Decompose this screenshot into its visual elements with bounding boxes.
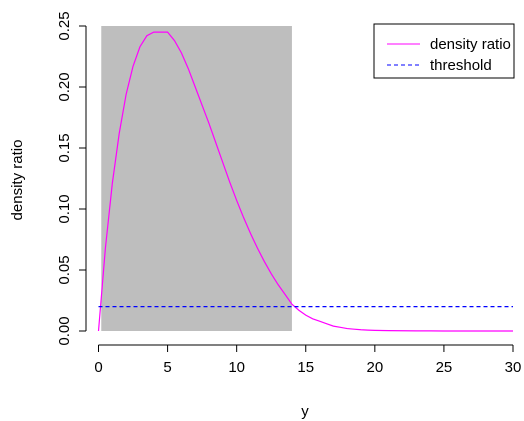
x-tick-label: 0 [94,359,102,376]
x-tick-label: 15 [297,359,314,376]
x-axis-title: y [301,403,309,420]
y-tick-label: 0.25 [56,11,73,40]
x-tick-label: 10 [228,359,245,376]
x-tick-label: 5 [163,359,171,376]
x-tick-label: 25 [436,359,453,376]
legend-label-density-ratio: density ratio [430,36,511,53]
legend-box [373,23,515,79]
shaded-region [101,26,292,331]
y-tick-label: 0.05 [56,255,73,284]
x-tick-label: 30 [505,359,522,376]
series-layer [97,31,513,332]
y-tick-label: 0.00 [56,316,73,345]
legend: density ratio threshold [373,23,515,79]
y-tick-label: 0.10 [56,194,73,223]
y-axis: 0.00 0.05 0.10 0.15 0.20 0.25 [56,11,87,346]
y-tick-label: 0.15 [56,133,73,162]
series-line-density-ratio [97,31,513,332]
legend-label-threshold: threshold [430,57,492,74]
x-axis: 0 5 10 15 20 25 30 [94,344,522,376]
y-tick-label: 0.20 [56,72,73,101]
y-axis-title: density ratio [9,140,26,221]
x-tick-label: 20 [366,359,383,376]
